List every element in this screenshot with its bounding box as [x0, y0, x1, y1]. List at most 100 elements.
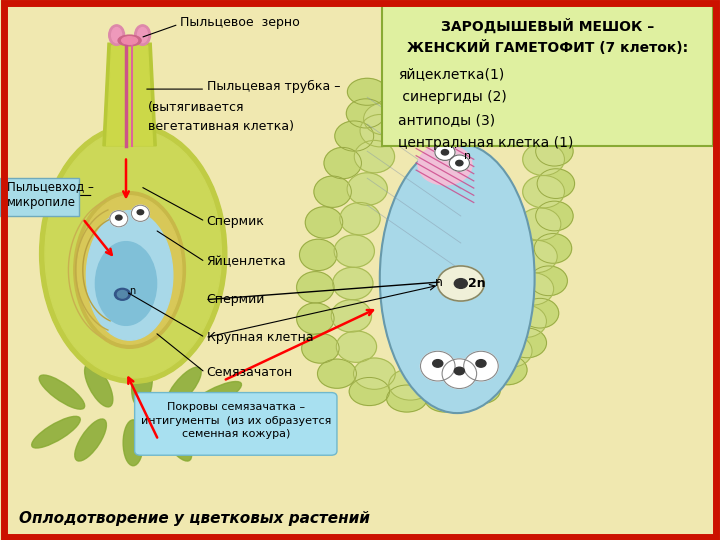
Ellipse shape: [75, 419, 107, 461]
Ellipse shape: [490, 335, 532, 367]
Text: Спермик: Спермик: [207, 215, 264, 228]
Polygon shape: [103, 43, 156, 146]
Ellipse shape: [122, 37, 138, 44]
Ellipse shape: [523, 143, 564, 176]
Ellipse shape: [403, 92, 446, 124]
Ellipse shape: [527, 105, 564, 135]
Ellipse shape: [137, 210, 144, 215]
Ellipse shape: [186, 416, 235, 448]
Ellipse shape: [334, 235, 374, 267]
Text: n: n: [129, 286, 135, 295]
Ellipse shape: [138, 28, 148, 43]
Ellipse shape: [523, 176, 564, 208]
Text: вегетативная клетка): вегетативная клетка): [148, 120, 294, 133]
FancyBboxPatch shape: [0, 178, 79, 216]
Ellipse shape: [109, 25, 125, 45]
Ellipse shape: [354, 140, 395, 173]
Ellipse shape: [441, 150, 449, 155]
Ellipse shape: [505, 305, 546, 338]
Ellipse shape: [530, 266, 567, 296]
Ellipse shape: [39, 375, 85, 409]
Ellipse shape: [347, 78, 387, 105]
Ellipse shape: [349, 377, 390, 406]
Ellipse shape: [300, 239, 337, 271]
Text: ЗАРОДЫШЕВЫЙ МЕШОК –: ЗАРОДЫШЕВЫЙ МЕШОК –: [441, 19, 654, 34]
Ellipse shape: [428, 369, 472, 400]
Ellipse shape: [45, 130, 222, 378]
Ellipse shape: [428, 65, 468, 92]
Ellipse shape: [86, 211, 173, 340]
Ellipse shape: [132, 361, 153, 407]
Ellipse shape: [488, 355, 527, 384]
Ellipse shape: [40, 124, 227, 383]
Ellipse shape: [78, 195, 181, 345]
Polygon shape: [107, 46, 153, 146]
Ellipse shape: [354, 358, 395, 389]
Ellipse shape: [166, 367, 201, 408]
Ellipse shape: [516, 240, 557, 273]
Ellipse shape: [420, 352, 455, 381]
Ellipse shape: [318, 359, 356, 388]
Ellipse shape: [360, 114, 400, 147]
Ellipse shape: [442, 359, 477, 389]
Ellipse shape: [483, 95, 525, 126]
Text: Яйценлетка: Яйценлетка: [207, 255, 287, 268]
Text: (вытягивается: (вытягивается: [148, 102, 244, 114]
Ellipse shape: [73, 192, 185, 348]
Ellipse shape: [508, 328, 546, 357]
Ellipse shape: [95, 241, 157, 325]
Ellipse shape: [116, 215, 122, 220]
Text: 2n: 2n: [468, 277, 485, 290]
Ellipse shape: [132, 205, 150, 221]
Ellipse shape: [346, 99, 385, 128]
FancyBboxPatch shape: [382, 5, 713, 146]
Ellipse shape: [305, 207, 343, 238]
Ellipse shape: [418, 145, 472, 185]
Ellipse shape: [297, 272, 334, 303]
Ellipse shape: [438, 266, 484, 301]
Ellipse shape: [118, 35, 141, 46]
Text: Покровы семязачатка –
интигументы  (из их образуется
семенная кожура): Покровы семязачатка – интигументы (из их…: [140, 402, 331, 438]
Ellipse shape: [464, 352, 498, 381]
Ellipse shape: [297, 303, 334, 334]
Text: Спермии: Спермии: [207, 293, 265, 306]
Ellipse shape: [454, 279, 467, 288]
Text: синергиды (2): синергиды (2): [398, 90, 507, 104]
Ellipse shape: [454, 367, 464, 375]
Text: яйцеклетка(1): яйцеклетка(1): [398, 68, 505, 82]
Ellipse shape: [85, 363, 113, 407]
Text: Пыльцевое  зерно: Пыльцевое зерно: [180, 16, 300, 29]
Ellipse shape: [476, 360, 486, 367]
Ellipse shape: [519, 208, 561, 240]
Ellipse shape: [534, 233, 572, 263]
Text: Пыльцевая трубка –: Пыльцевая трубка –: [207, 80, 340, 93]
Ellipse shape: [433, 360, 443, 367]
FancyBboxPatch shape: [135, 393, 337, 455]
Ellipse shape: [521, 298, 559, 328]
Text: Оплодотворение у цветковых растений: Оплодотворение у цветковых растений: [19, 511, 370, 526]
Ellipse shape: [469, 70, 508, 97]
Ellipse shape: [387, 69, 426, 96]
Ellipse shape: [324, 147, 361, 179]
Ellipse shape: [336, 331, 377, 362]
Ellipse shape: [460, 376, 500, 404]
Ellipse shape: [387, 385, 427, 412]
Ellipse shape: [364, 103, 407, 135]
Text: Пыльцевход –
микропиле: Пыльцевход – микропиле: [7, 180, 94, 209]
Ellipse shape: [135, 25, 150, 45]
Ellipse shape: [380, 143, 534, 413]
Ellipse shape: [449, 155, 469, 171]
Ellipse shape: [425, 385, 465, 412]
Ellipse shape: [202, 400, 263, 416]
Ellipse shape: [536, 201, 573, 231]
Ellipse shape: [456, 160, 463, 166]
Ellipse shape: [32, 416, 81, 448]
Ellipse shape: [464, 360, 508, 391]
Text: Семязачатон: Семязачатон: [207, 366, 293, 379]
Ellipse shape: [537, 168, 575, 199]
Ellipse shape: [302, 333, 339, 363]
Text: центральная клетка (1): центральная клетка (1): [398, 136, 574, 150]
Ellipse shape: [190, 382, 241, 410]
Ellipse shape: [340, 202, 380, 235]
Text: n: n: [436, 276, 443, 289]
